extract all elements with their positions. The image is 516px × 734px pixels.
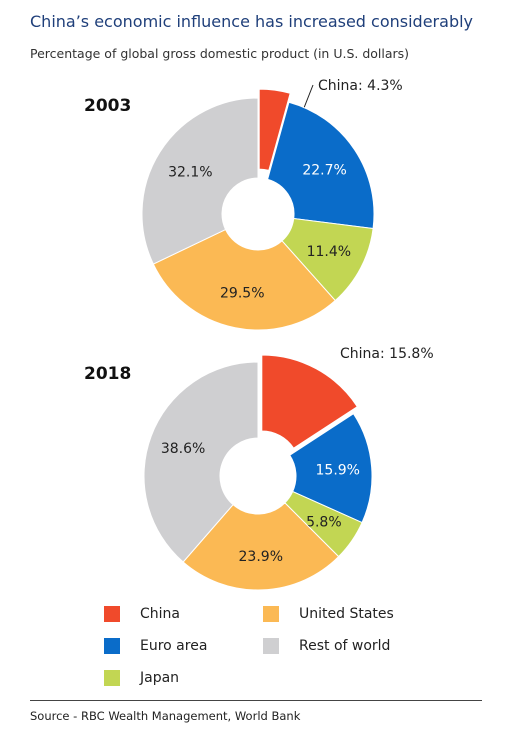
slice-united-states-2003 (152, 228, 336, 331)
legend-swatch-japan (104, 670, 120, 686)
slice-euro-area-2018 (289, 413, 373, 524)
slice-euro-area-2003 (266, 101, 375, 230)
legend-label-japan: Japan (140, 670, 180, 686)
legend-swatch-china (104, 606, 120, 622)
legend-item-united-states: United States (263, 606, 394, 622)
donut-chart-2003: China: 4.3% 22.7% 11.4% 29.5% 32.1% (141, 78, 403, 331)
year-label-2003: 2003 (84, 96, 132, 116)
slice-rest-of-world-2018 (143, 361, 259, 563)
year-label-2018: 2018 (84, 364, 132, 384)
data-label-japan-2003: 11.4% (307, 244, 351, 260)
slice-china-2003 (258, 88, 291, 172)
data-label-euro-area-2003: 22.7% (302, 163, 346, 179)
data-label-united-states-2003: 29.5% (220, 285, 264, 301)
legend-item-japan: Japan (104, 670, 179, 686)
legend-label-rest-of-world: Rest of world (299, 638, 391, 654)
chart-title: China’s economic influence has increased… (30, 12, 474, 31)
chart-subtitle: Percentage of global gross domestic prod… (30, 46, 410, 61)
legend-swatch-united-states (263, 606, 279, 622)
slice-rest-of-world-2003 (141, 97, 259, 265)
legend-label-china: China (140, 606, 180, 622)
donut-chart-2018: China: 15.8% 15.9% 5.8% 23.9% 38.6% (143, 346, 434, 591)
footer-divider (30, 700, 482, 701)
legend-swatch-euro-area (104, 638, 120, 654)
data-label-rest-of-world-2003: 32.1% (168, 164, 212, 180)
legend-swatch-rest-of-world (263, 638, 279, 654)
data-label-united-states-2018: 23.9% (239, 549, 283, 565)
legend-item-china: China (104, 606, 180, 622)
data-label-rest-of-world-2018: 38.6% (161, 441, 205, 457)
legend: China United States Euro area Rest of wo… (0, 596, 516, 696)
data-label-japan-2018: 5.8% (306, 514, 342, 530)
legend-item-rest-of-world: Rest of world (263, 638, 390, 654)
slice-china-2018 (261, 354, 358, 449)
slice-united-states-2018 (182, 502, 340, 591)
legend-label-united-states: United States (299, 606, 394, 622)
source-note: Source - RBC Wealth Management, World Ba… (30, 709, 301, 723)
legend-label-euro-area: Euro area (140, 638, 208, 654)
legend-item-euro-area: Euro area (104, 638, 207, 654)
data-label-china-2003: China: 4.3% (318, 78, 403, 94)
data-label-china-2018: China: 15.8% (340, 346, 434, 362)
data-label-euro-area-2018: 15.9% (316, 463, 360, 479)
